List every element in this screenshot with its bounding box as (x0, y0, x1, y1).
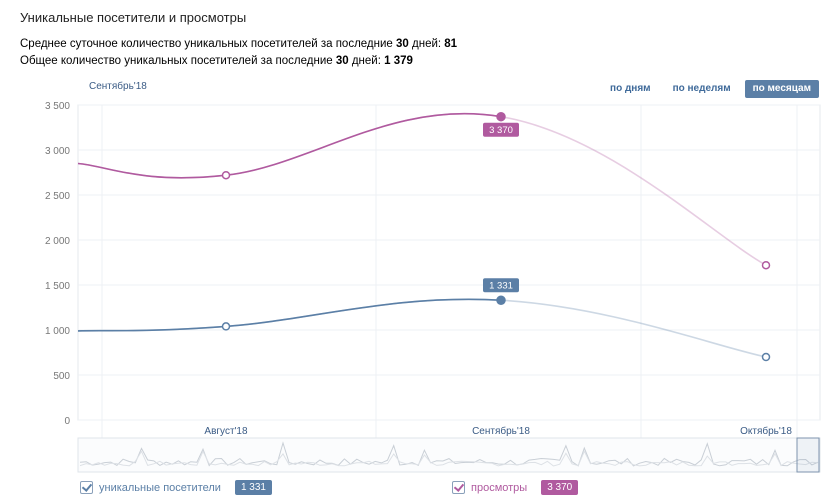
x-tick-label: Сентябрь'18 (472, 425, 530, 437)
y-tick-label: 3 000 (45, 146, 70, 157)
highlight-label: 3 370 (489, 125, 513, 136)
y-tick-label: 1 000 (45, 326, 70, 337)
y-tick-label: 500 (53, 371, 70, 382)
series-line (77, 112, 501, 179)
data-point (496, 111, 506, 122)
total-mid: дней: (348, 55, 385, 67)
period-switcher: по дням по неделям по месяцам (602, 80, 819, 98)
legend-visitors-value: 1 331 (234, 480, 272, 495)
legend-visitors[interactable]: уникальные посетители 1 331 (80, 480, 272, 495)
checkbox-icon[interactable] (452, 481, 465, 494)
plot-frame (77, 104, 821, 421)
highlight-label: 1 331 (489, 281, 513, 292)
series-line-faded (77, 298, 767, 358)
avg-mid: дней: (408, 38, 445, 50)
navigator-line (79, 441, 819, 467)
y-tick-label: 1 500 (45, 281, 70, 292)
visitors-views-chart: 0 500 1 000 1 500 2 000 2 500 3 000 3 500 Август… (45, 101, 821, 473)
data-point (221, 322, 231, 331)
widget-title: Уникальные посетители и просмотры (20, 10, 247, 25)
by-weeks-button[interactable]: по неделям (672, 83, 731, 94)
total-prefix: Общее количество уникальных посетителей … (20, 55, 336, 67)
series-line (77, 298, 501, 332)
y-tick-label: 2 500 (45, 191, 70, 202)
y-tick-label: 0 (64, 416, 70, 427)
data-point (221, 170, 231, 180)
current-period-label: Сентябрь'18 (89, 81, 147, 92)
navigator-selection (796, 437, 820, 473)
checkbox-icon[interactable] (80, 481, 93, 494)
navigator-frame (77, 437, 821, 473)
data-point (761, 260, 771, 270)
data-point (761, 352, 771, 362)
total-value: 1 379 (384, 55, 413, 67)
series-line-faded (77, 112, 767, 266)
y-tick-label: 2 000 (45, 236, 70, 247)
highlight-label-bg (483, 278, 519, 293)
highlight-label-bg (483, 122, 519, 137)
total-visitors: Общее количество уникальных посетителей … (20, 55, 413, 67)
navigator-line (79, 450, 819, 467)
x-tick-label: Октябрь'18 (740, 425, 792, 437)
by-months-button[interactable]: по месяцам (744, 80, 819, 98)
avg-days: 30 (396, 38, 409, 50)
legend-views-label: просмотры (471, 481, 528, 494)
legend-visitors-label: уникальные посетители (99, 481, 221, 494)
legend-views-value: 3 370 (541, 480, 579, 495)
avg-prefix: Среднее суточное количество уникальных п… (20, 38, 397, 50)
avg-value: 81 (444, 38, 458, 50)
avg-daily-visitors: Среднее суточное количество уникальных п… (20, 38, 457, 50)
total-days: 30 (335, 55, 349, 67)
y-tick-label: 3 500 (45, 101, 70, 112)
data-point (496, 295, 506, 305)
x-tick-label: Август'18 (204, 426, 248, 437)
by-days-button[interactable]: по дням (610, 83, 651, 94)
legend-views[interactable]: просмотры 3 370 (452, 480, 579, 495)
